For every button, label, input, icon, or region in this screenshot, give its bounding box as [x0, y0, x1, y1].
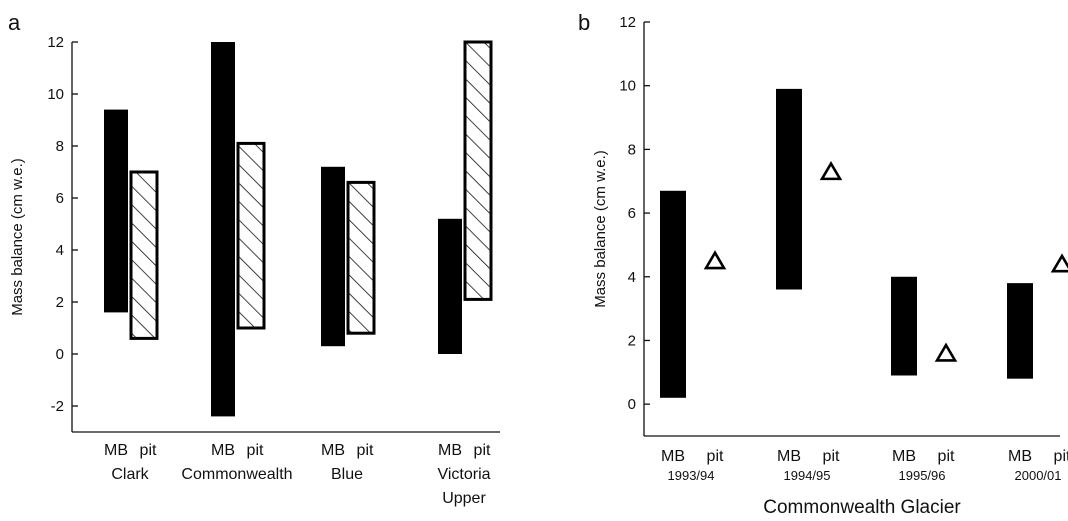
y-tick-label: -2 — [51, 398, 64, 415]
mb-bar — [1007, 283, 1033, 379]
pit-label: pit — [247, 442, 264, 459]
mb-label: MB — [1008, 448, 1032, 465]
pit-marker — [703, 250, 727, 270]
mb-bar — [438, 218, 462, 354]
mb-bar — [321, 166, 345, 347]
group-label: Victoria — [437, 466, 490, 483]
y-tick-label: 8 — [628, 141, 636, 158]
y-tick-label: 12 — [47, 34, 64, 51]
group-label: Blue — [331, 466, 363, 483]
group-label: 2000/01 — [1015, 468, 1062, 483]
y-tick-label: 2 — [56, 294, 64, 311]
pit-bar — [463, 40, 493, 301]
pit-label: pit — [1054, 448, 1068, 465]
pit-label: pit — [474, 442, 491, 459]
pit-marker — [1050, 253, 1068, 273]
y-tick-label: 6 — [56, 190, 64, 207]
mb-label: MB — [104, 442, 128, 459]
pit-label: pit — [357, 442, 374, 459]
pit-label: pit — [707, 448, 724, 465]
panel-label-a: a — [8, 10, 21, 35]
pit-bar — [236, 141, 266, 330]
mb-label: MB — [321, 442, 345, 459]
y-tick-label: 12 — [619, 14, 636, 31]
group-label: Clark — [111, 466, 149, 483]
group-label: 1995/96 — [899, 468, 946, 483]
mb-label: MB — [777, 448, 801, 465]
y-tick-label: 8 — [56, 138, 64, 155]
mb-label: MB — [661, 448, 685, 465]
y-tick-label: 10 — [619, 78, 636, 95]
pit-bar — [346, 180, 376, 335]
y-tick-label: 4 — [56, 242, 64, 259]
y-axis-label: Mass balance (cm w.e.) — [9, 158, 26, 316]
mb-label: MB — [211, 442, 235, 459]
mb-bar — [211, 42, 235, 417]
mb-bar — [104, 109, 128, 313]
y-tick-label: 4 — [628, 269, 636, 286]
x-axis-label: Commonwealth Glacier — [763, 497, 961, 518]
y-tick-label: 10 — [47, 86, 64, 103]
y-tick-label: 2 — [628, 332, 636, 349]
group-label: Commonwealth — [181, 466, 292, 483]
y-tick-label: 0 — [628, 396, 636, 413]
y-tick-label: 0 — [56, 346, 64, 363]
panel-label-b: b — [578, 10, 590, 35]
group-label-line2: Upper — [442, 490, 486, 507]
mb-bar — [660, 190, 686, 398]
pit-label: pit — [938, 448, 955, 465]
group-label: 1994/95 — [784, 468, 831, 483]
pit-marker — [934, 342, 958, 362]
mb-label: MB — [892, 448, 916, 465]
mb-label: MB — [438, 442, 462, 459]
pit-marker — [819, 161, 843, 181]
chart-panel-b: 0 2 4 6 8 10 12 Mass balance (cm w.e.) MB pit 1993… — [592, 14, 1068, 518]
mb-bar — [776, 88, 802, 290]
mb-bar — [891, 276, 917, 376]
y-tick-label: 6 — [628, 205, 636, 222]
group-label: 1993/94 — [668, 468, 715, 483]
chart-panel-a: -2 0 2 4 6 8 10 12 Mass balance (cm w.e.) MB pit Cl… — [9, 34, 500, 507]
pit-label: pit — [823, 448, 840, 465]
y-axis-label: Mass balance (cm w.e.) — [592, 150, 609, 308]
pit-label: pit — [140, 442, 157, 459]
pit-bar — [129, 170, 159, 340]
